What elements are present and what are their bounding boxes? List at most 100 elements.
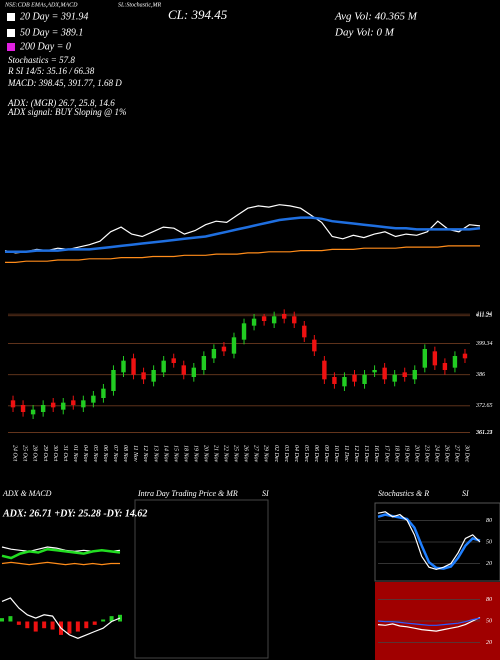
x-tick-label: 14 Nov bbox=[162, 445, 169, 463]
annotation: R SI 14/5: 35.16 / 66.38 bbox=[7, 66, 95, 76]
x-tick-label: 19 Nov bbox=[192, 445, 198, 463]
annotation: ADX signal: BUY Sloping @ 1% bbox=[7, 107, 127, 117]
x-tick-label: 30 Oct bbox=[52, 444, 58, 461]
x-tick-label: 10 Dec bbox=[333, 445, 339, 462]
candle-body bbox=[251, 318, 257, 326]
histogram-bar bbox=[8, 616, 13, 622]
y-tick-label: 50 bbox=[486, 539, 492, 545]
annotation: 200 Day = 0 bbox=[20, 41, 71, 52]
series-line bbox=[5, 216, 481, 254]
legend-swatch bbox=[7, 29, 15, 37]
candle-body bbox=[40, 405, 46, 412]
x-tick-label: 24 Dec bbox=[433, 445, 440, 462]
legend-swatch bbox=[7, 13, 15, 21]
x-tick-label: 07 Nov bbox=[112, 445, 118, 463]
histogram-bar bbox=[67, 621, 72, 634]
candle-body bbox=[191, 367, 197, 377]
x-tick-label: 30 Dec bbox=[464, 444, 470, 462]
y-tick-label: 80 bbox=[486, 518, 492, 524]
x-tick-label: 05 Dec bbox=[303, 445, 309, 462]
series-line bbox=[377, 616, 481, 632]
x-tick-label: 22 Nov bbox=[223, 445, 229, 463]
x-tick-label: 26 Dec bbox=[444, 445, 450, 462]
candle-body bbox=[91, 395, 96, 403]
candle-body bbox=[181, 365, 186, 375]
y-tick-label: 386 bbox=[475, 372, 485, 378]
series-line bbox=[377, 511, 481, 571]
y-tick-label: 411.25 bbox=[476, 312, 492, 319]
x-tick-label: 20 Nov bbox=[202, 445, 208, 463]
y-tick-label: 361.21 bbox=[475, 430, 493, 436]
candle-body bbox=[402, 372, 407, 377]
x-tick-label: 20 Dec bbox=[413, 445, 419, 462]
candle-body bbox=[241, 323, 247, 340]
x-tick-label: 29 Nov bbox=[263, 445, 269, 463]
series-line bbox=[1, 561, 120, 566]
x-tick-label: 04 Nov bbox=[82, 445, 89, 463]
x-tick-label: 11 Nov bbox=[132, 445, 138, 462]
candle-body bbox=[412, 370, 417, 380]
x-tick-label: 29 Oct bbox=[42, 445, 48, 461]
candle-body bbox=[101, 388, 106, 398]
x-tick-label: 27 Nov bbox=[253, 445, 259, 463]
candle-body bbox=[362, 374, 367, 384]
x-tick-label: 01 Nov bbox=[72, 445, 78, 463]
x-tick-label: 27 Dec bbox=[454, 445, 460, 462]
candle-body bbox=[342, 377, 347, 387]
y-tick-label: 399.34 bbox=[475, 340, 493, 347]
x-tick-label: 04 Dec bbox=[293, 445, 300, 462]
candle-body bbox=[71, 400, 76, 405]
histogram-bar bbox=[16, 621, 21, 625]
x-tick-label: 05 Nov bbox=[92, 445, 98, 463]
histogram-bar bbox=[0, 618, 4, 622]
x-tick-label: 09 Dec bbox=[323, 445, 329, 462]
candle-body bbox=[261, 316, 267, 321]
histogram-bar bbox=[25, 621, 30, 629]
candle-body bbox=[432, 351, 438, 366]
candle-body bbox=[30, 409, 36, 415]
candle-body bbox=[10, 400, 16, 408]
x-tick-label: 18 Dec bbox=[393, 445, 399, 462]
y-tick-label: 20 bbox=[486, 640, 492, 646]
annotation: 50 Day = 389.1 bbox=[20, 27, 83, 38]
annotation: 20 Day = 391.94 bbox=[20, 11, 88, 22]
candle-body bbox=[211, 349, 217, 359]
candle-body bbox=[50, 402, 56, 408]
candle-body bbox=[332, 377, 337, 384]
annotation: ADX: (MGR) 26.7, 25.8, 14.6 bbox=[7, 98, 115, 108]
y-tick-label: 80 bbox=[486, 597, 492, 603]
histogram-bar bbox=[42, 621, 47, 629]
annotation: CL: 394.45 bbox=[168, 7, 228, 22]
x-tick-label: 18 Nov bbox=[182, 445, 188, 463]
candle-body bbox=[271, 316, 277, 324]
candle-body bbox=[111, 370, 116, 391]
panel-subtitle: SI bbox=[262, 489, 269, 498]
y-tick-label: 50 bbox=[486, 618, 492, 624]
annotation: SL:Stochastic,MR bbox=[118, 2, 161, 8]
x-tick-label: 02 Dec bbox=[273, 445, 279, 462]
series-line bbox=[4, 204, 481, 254]
y-tick-label: 20 bbox=[486, 561, 492, 567]
candle-body bbox=[81, 400, 86, 408]
candle-body bbox=[121, 360, 126, 373]
histogram-bar bbox=[84, 621, 89, 629]
x-tick-label: 23 Dec bbox=[423, 445, 429, 462]
x-tick-label: 28 Oct bbox=[32, 445, 38, 461]
x-tick-label: 19 Dec bbox=[403, 445, 409, 462]
x-tick-label: 25 Oct bbox=[22, 445, 28, 461]
candle-body bbox=[201, 356, 207, 370]
candle-body bbox=[372, 370, 377, 373]
x-tick-label: 06 Nov bbox=[102, 445, 108, 463]
histogram-bar bbox=[33, 621, 38, 632]
histogram-bar bbox=[75, 621, 80, 632]
legend-swatch bbox=[7, 43, 15, 51]
y-tick-label: 361.23 bbox=[475, 430, 493, 436]
candle-body bbox=[141, 372, 146, 380]
candle-body bbox=[422, 349, 428, 368]
candle-body bbox=[221, 346, 227, 352]
candle-body bbox=[20, 405, 26, 412]
candle-body bbox=[292, 316, 297, 324]
candle-body bbox=[352, 374, 357, 382]
annotation: NSE:CDB EMAs,ADX,MACD bbox=[4, 2, 78, 8]
candle-body bbox=[151, 370, 156, 382]
